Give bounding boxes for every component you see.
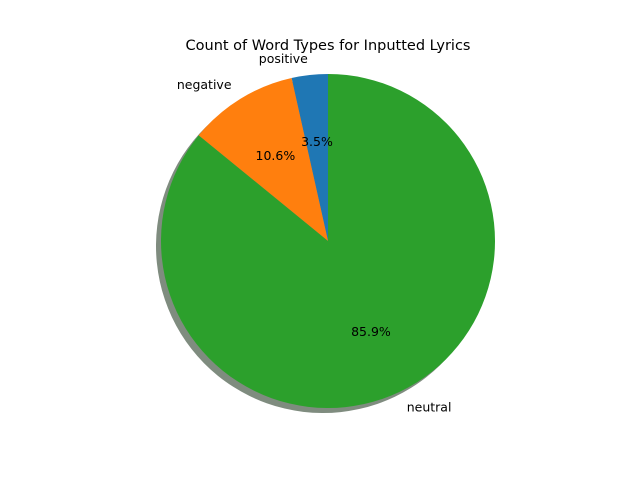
slice-pct-positive: 3.5% — [301, 134, 333, 149]
pie-label-layer: positive 3.5% negative 10.6% neutral 85.9% — [177, 51, 452, 415]
slice-pct-negative: 10.6% — [256, 148, 296, 163]
slice-label-negative: negative — [177, 77, 232, 92]
chart-title: Count of Word Types for Inputted Lyrics — [186, 38, 471, 54]
pie-slice-positive — [291, 74, 328, 241]
slice-label-neutral: neutral — [407, 399, 452, 414]
pie-slice-layer — [160, 74, 495, 408]
pie-slice-neutral — [160, 74, 495, 408]
slice-pct-neutral: 85.9% — [351, 324, 391, 339]
pie-slice-negative — [198, 78, 328, 241]
slice-label-positive: positive — [259, 51, 308, 66]
